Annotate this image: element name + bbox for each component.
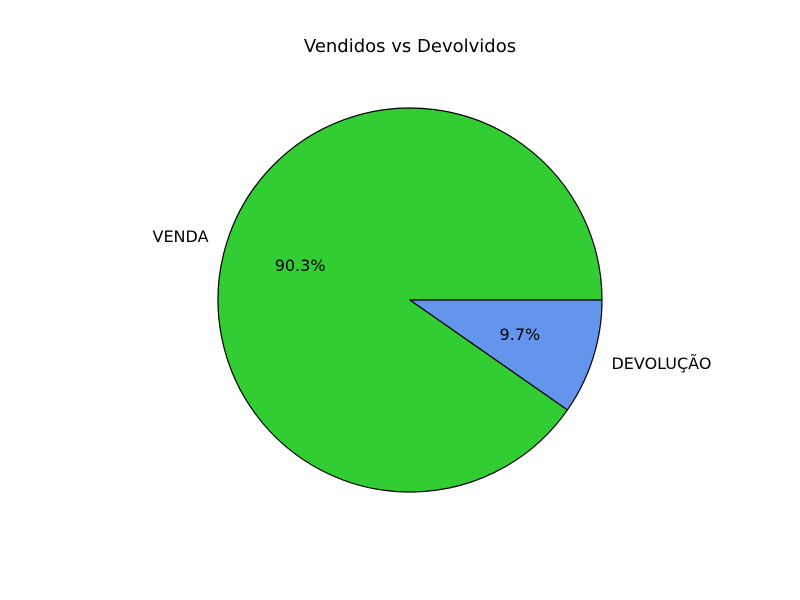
percent-label-venda: 90.3% xyxy=(275,256,326,275)
slice-label-devolucao: DEVOLUÇÃO xyxy=(611,354,711,373)
pie-labels: VENDA 90.3% DEVOLUÇÃO 9.7% xyxy=(153,227,712,373)
percent-label-devolucao: 9.7% xyxy=(500,325,541,344)
pie-slice-venda xyxy=(217,107,603,493)
chart-title: Vendidos vs Devolvidos xyxy=(304,36,516,57)
pie-slice-devolucao xyxy=(409,299,603,411)
pie-slices xyxy=(217,107,603,493)
slice-label-venda: VENDA xyxy=(153,227,209,246)
